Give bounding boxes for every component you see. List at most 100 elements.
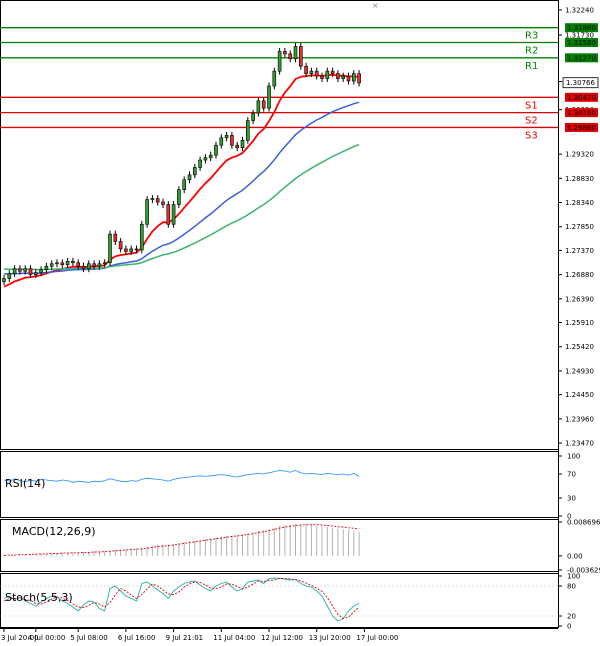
- candle-bullish: [246, 120, 250, 141]
- candles: [2, 42, 361, 286]
- level-price-tag: [565, 108, 598, 118]
- time-tick-label: 3 Jul 20:00: [1, 634, 39, 642]
- candle-bearish: [155, 198, 160, 203]
- price-tick-label: 1.24930: [565, 367, 594, 375]
- indicator-tick-label: 80: [567, 583, 576, 591]
- price-tick-label: 1.32240: [565, 6, 594, 14]
- candle-bullish: [23, 268, 28, 272]
- candle-bearish: [118, 241, 123, 250]
- candle-bearish: [124, 248, 128, 252]
- candle-bullish: [7, 273, 12, 279]
- candle-bearish: [304, 65, 308, 74]
- stoch-panel: 100 80 20 0: [0, 573, 580, 631]
- candle-bearish: [320, 75, 324, 79]
- price-tick-label: 1.27850: [565, 223, 594, 231]
- candle-bearish: [76, 262, 80, 267]
- price-tick-label: 1.26390: [565, 295, 594, 303]
- candle-bullish: [177, 189, 181, 205]
- candle-bullish: [251, 112, 255, 121]
- indicator-tick-label: 100: [567, 453, 580, 461]
- level-name-s3: S3: [525, 130, 538, 141]
- candle-bullish: [219, 137, 224, 146]
- level-price-label: 1.31880: [567, 24, 596, 32]
- candle-bullish: [87, 263, 91, 270]
- ma-line-3: [3, 143, 360, 271]
- time-axis: 3 Jul 20:004 Jul 00:00 5 Jul 08:00 6 Jul 1…: [0, 628, 558, 642]
- level-name-r2: R2: [525, 46, 538, 57]
- indicator-tick-label: 30: [567, 495, 576, 503]
- candle-bullish: [272, 70, 277, 87]
- price-tick-label: 1.23470: [565, 440, 594, 448]
- rsi-label: RSI(14): [5, 477, 45, 490]
- price-tick-label: 1.25420: [565, 343, 594, 351]
- level-price-label: 1.30160: [567, 109, 596, 117]
- candle-bullish: [97, 263, 102, 267]
- candle-bearish: [92, 263, 96, 267]
- candle-bearish: [71, 261, 75, 264]
- candle-bullish: [145, 199, 149, 225]
- candle-bearish: [18, 268, 22, 272]
- panel-close-mark: ×: [372, 1, 379, 10]
- candle-bullish: [198, 159, 202, 168]
- level-name-s1: S1: [525, 100, 538, 111]
- candle-bearish: [330, 70, 335, 74]
- candle-bullish: [203, 157, 208, 161]
- ma-line-1: [3, 73, 360, 288]
- candle-bearish: [113, 233, 118, 242]
- candle-bullish: [150, 198, 155, 200]
- price-tick-label: 1.25910: [565, 319, 594, 327]
- candle-bullish: [208, 154, 213, 158]
- candle-bullish: [214, 144, 218, 156]
- level-name-s2: S2: [525, 116, 538, 127]
- candle-bullish: [341, 75, 346, 79]
- time-tick-label: 9 Jul 21:01: [166, 634, 204, 642]
- candle-bearish: [166, 204, 171, 225]
- time-tick-label: 13 Jul 20:00: [309, 634, 351, 642]
- candle-bearish: [235, 144, 239, 149]
- time-tick-label: 6 Jul 16:00: [118, 634, 156, 642]
- moving-averages: [3, 73, 360, 288]
- candle-bullish: [240, 139, 245, 149]
- last-price-label: 1.30766: [566, 79, 595, 87]
- stoch-label: Stoch(5,5,3): [5, 591, 73, 604]
- candle-bearish: [261, 100, 266, 109]
- last-price-tag: [562, 77, 599, 89]
- indicator-tick-label: 20: [567, 613, 576, 621]
- candle-bullish: [108, 233, 112, 264]
- candle-bullish: [55, 262, 59, 265]
- level-price-tag: [565, 53, 598, 63]
- candle-bearish: [314, 70, 319, 77]
- price-tick-label: 1.24450: [565, 391, 594, 399]
- level-price-tag: [565, 23, 598, 33]
- candle-bearish: [298, 46, 303, 67]
- level-price-label: 1.31580: [567, 39, 596, 47]
- level-price-tag: [565, 38, 598, 48]
- rsi-line: [3, 469, 360, 483]
- time-tick-label: 12 Jul 12:00: [261, 634, 303, 642]
- ma-line-2: [3, 101, 360, 275]
- candle-bullish: [309, 70, 314, 74]
- price-tick-label: 1.29320: [565, 151, 594, 159]
- indicator-tick-label: 100: [567, 573, 580, 581]
- price-tick-label: 1.28340: [565, 199, 594, 207]
- last-price-marker: 1.30766: [562, 77, 599, 89]
- candle-bullish: [325, 70, 330, 79]
- candle-bullish: [267, 85, 271, 109]
- price-tick-label: 1.27370: [565, 247, 594, 255]
- level-price-tag: [565, 92, 598, 102]
- candle-bullish: [182, 179, 186, 190]
- stoch-main-line: [3, 577, 360, 622]
- price-axis: 1.322401.317301.307901.302201.293201.288…: [558, 6, 594, 448]
- macd-signal-line: [3, 524, 360, 556]
- indicator-tick-label: 70: [567, 471, 576, 479]
- level-price-tag: [565, 122, 598, 132]
- candle-bullish: [224, 135, 229, 139]
- candle-bullish: [12, 268, 17, 274]
- candle-bullish: [187, 174, 192, 181]
- candle-bullish: [256, 100, 261, 114]
- time-tick-label: 5 Jul 08:00: [70, 634, 108, 642]
- candle-bearish: [283, 51, 287, 55]
- candle-bullish: [171, 204, 176, 225]
- candle-bearish: [161, 201, 165, 205]
